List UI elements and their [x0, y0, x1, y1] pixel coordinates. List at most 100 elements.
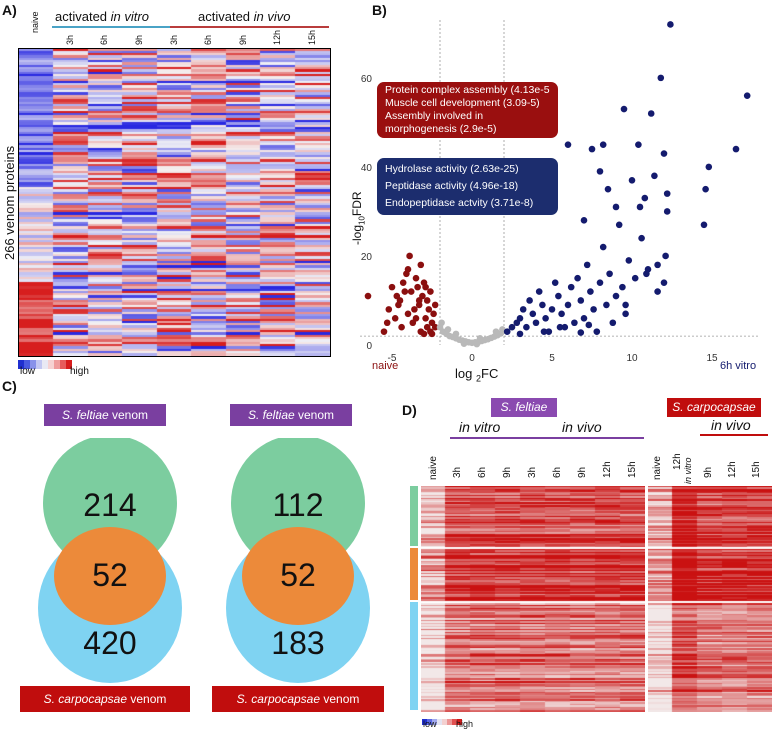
go-box-naive: Protein complex assembly (4.13e-5 Muscle… — [377, 82, 558, 138]
volcano-point — [474, 341, 481, 348]
heatmap-d-col-label: 15h — [627, 461, 638, 478]
volcano-point — [632, 275, 639, 282]
volcano-point — [651, 173, 658, 180]
heatmap-a-col-label: 15h — [307, 30, 317, 45]
venn2-bottom-label: S. carpocapsae venom — [212, 686, 384, 712]
volcano-point — [702, 186, 709, 193]
volcano-point — [384, 319, 391, 326]
d-left-vivo-underline — [522, 437, 644, 439]
volcano-point — [392, 315, 399, 322]
d-right-vivo-header: in vivo — [711, 417, 751, 433]
volcano-point — [637, 204, 644, 211]
venn2-bottom-count: 183 — [248, 625, 348, 662]
volcano-point — [549, 306, 556, 313]
x-tick-label: 5 — [549, 353, 555, 364]
volcano-point — [664, 208, 671, 215]
volcano-x-label: log 2FC — [455, 366, 498, 384]
heatmap-a-naive-label: naive — [30, 11, 40, 33]
d-left-vitro-underline — [450, 437, 522, 439]
venn1-top-count: 214 — [60, 487, 160, 524]
heatmap-a-col-label: 3h — [65, 35, 75, 45]
panel-c-letter: C) — [2, 378, 17, 394]
volcano-point — [552, 279, 559, 286]
volcano-point — [542, 315, 549, 322]
volcano-point — [558, 311, 565, 318]
go-red-line: Muscle cell development (3.09-5) — [385, 97, 550, 110]
vitro-header-italic: in vitro — [111, 9, 149, 24]
heatmap-a-col-label: 6h — [203, 35, 213, 45]
volcano-point — [613, 293, 620, 300]
heatmap-a-vivo-header: activated in vivo — [198, 9, 291, 24]
volcano-point — [664, 190, 671, 197]
volcano-point — [533, 319, 540, 326]
volcano-point — [635, 141, 642, 148]
volcano-point — [493, 328, 500, 335]
heatmap-d-col-label: naive — [428, 456, 439, 480]
venn2-shared-count: 52 — [248, 557, 348, 594]
x-axis-prefix: log — [455, 366, 472, 381]
volcano-point — [658, 75, 665, 82]
volcano-point — [744, 92, 751, 99]
volcano-point — [565, 141, 572, 148]
heatmap-d-col-label: 9h — [502, 467, 513, 478]
volcano-point — [541, 328, 548, 335]
volcano-point — [605, 186, 612, 193]
vitro-underline — [52, 26, 170, 28]
volcano-point — [626, 257, 633, 264]
heatmap-d-col-label: 15h — [751, 461, 762, 478]
volcano-point — [557, 324, 564, 331]
volcano-point — [733, 146, 740, 153]
y-axis-prefix: -log — [350, 225, 364, 245]
volcano-point — [594, 328, 601, 335]
volcano-point — [578, 329, 585, 336]
volcano-point — [413, 275, 420, 282]
y-axis-sub: 10 — [357, 216, 366, 225]
volcano-point — [536, 288, 543, 295]
d-left-title: S. feltiae — [491, 398, 557, 417]
volcano-point — [667, 21, 674, 28]
d-left-title-text: S. feltiae — [501, 400, 548, 414]
volcano-point — [526, 297, 533, 304]
volcano-point — [445, 326, 452, 333]
venn2-top-suffix: venom — [295, 408, 334, 422]
volcano-point — [600, 141, 607, 148]
heatmap-d-col-label: 12h — [672, 453, 683, 470]
volcano-point — [643, 270, 650, 277]
heatmap-a-col-label: 3h — [169, 35, 179, 45]
y-axis-suffix: FDR — [350, 191, 364, 216]
volcano-point — [424, 297, 431, 304]
go-red-line: Assembly involved in — [385, 110, 550, 123]
volcano-point — [621, 106, 628, 113]
volcano-point — [568, 284, 575, 291]
volcano-point — [629, 177, 636, 184]
volcano-point — [616, 221, 623, 228]
volcano-point — [438, 319, 445, 326]
volcano-point — [421, 331, 428, 338]
d-right-vivo-underline — [700, 434, 768, 436]
heatmap-a-col-label: 9h — [134, 35, 144, 45]
go-red-line: morphogenesis (2.9e-5) — [385, 123, 550, 136]
heatmap-d-col-label: 12h — [727, 461, 738, 478]
volcano-point — [406, 253, 413, 260]
volcano-point — [565, 302, 572, 309]
venn2-top-label: S. feltiae venom — [230, 404, 352, 426]
d-left-vivo-header: in vivo — [562, 419, 602, 435]
y-tick-label: 20 — [361, 252, 373, 263]
volcano-point — [619, 284, 626, 291]
y-tick-label: 0 — [366, 341, 372, 352]
volcano-point — [432, 302, 439, 309]
volcano-point — [517, 315, 524, 322]
vivo-header-italic: in vivo — [254, 9, 291, 24]
heatmap-d-col-label: 9h — [577, 467, 588, 478]
volcano-point — [402, 288, 409, 295]
heatmap-d-col-label: 12h — [602, 461, 613, 478]
volcano-point — [638, 235, 645, 242]
volcano-point — [606, 270, 613, 277]
venn1-top-species: S. feltiae — [62, 408, 109, 422]
legend-d-low: low — [423, 719, 437, 729]
legend-a-high: high — [70, 366, 89, 377]
venn1-top-label: S. feltiae venom — [44, 404, 166, 426]
heatmap-a-col-label: 6h — [99, 35, 109, 45]
volcano-point — [622, 311, 629, 318]
heatmap-d-col-label: 6h — [477, 467, 488, 478]
